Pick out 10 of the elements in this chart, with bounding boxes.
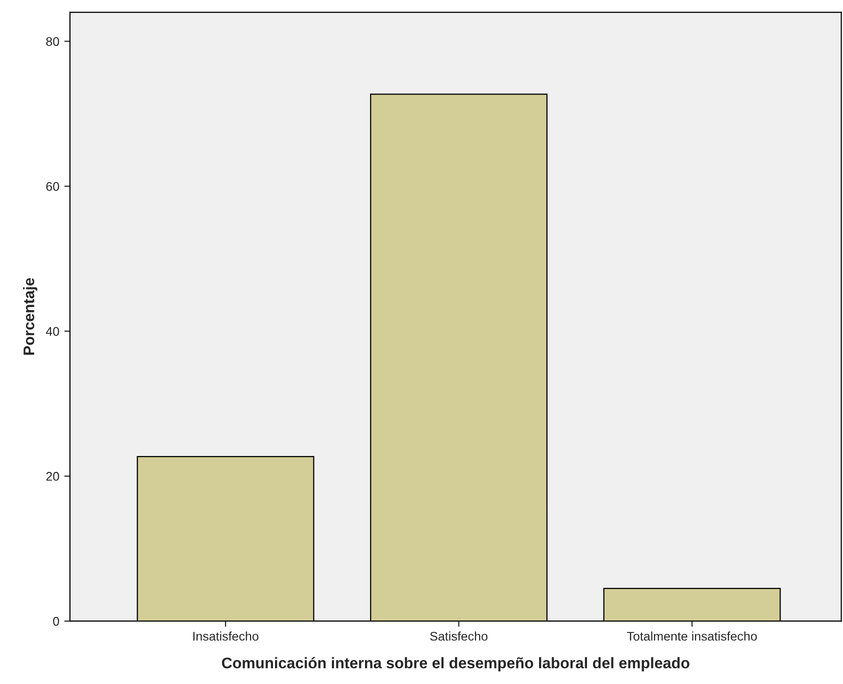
y-axis-title: Porcentaje <box>23 278 38 355</box>
y-tick-label: 0 <box>53 616 60 626</box>
x-axis-title: Comunicación interna sobre el desempeño laboral del empleado <box>222 657 690 672</box>
x-tick-label: Totalmente insatisfecho <box>627 631 757 641</box>
y-tick-label: 80 <box>46 37 60 46</box>
y-tick-label: 60 <box>46 182 60 191</box>
y-tick-label: 20 <box>46 472 60 481</box>
y-tick-label: 40 <box>46 326 60 336</box>
x-tick-label: Satisfecho <box>430 631 488 641</box>
x-tick-label: Insatisfecho <box>193 631 258 641</box>
